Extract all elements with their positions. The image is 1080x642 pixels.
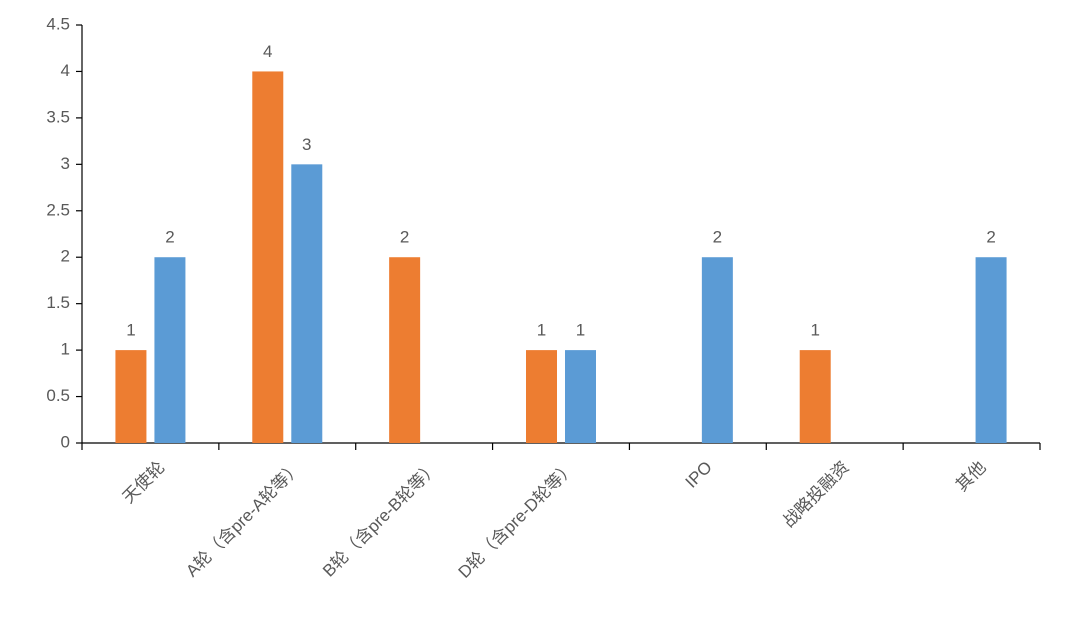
y-tick-label: 0 [61, 432, 70, 451]
y-tick-label: 2.5 [46, 200, 70, 219]
data-label: 1 [576, 321, 585, 340]
bar [526, 350, 557, 443]
y-tick-label: 1 [61, 340, 70, 359]
data-label: 2 [165, 228, 174, 247]
x-tick-label: IPO [682, 458, 716, 492]
data-label: 3 [302, 135, 311, 154]
bar [799, 350, 831, 443]
data-label: 2 [986, 228, 995, 247]
data-label: 4 [263, 42, 272, 61]
y-tick-label: 2 [61, 247, 70, 266]
bar [565, 350, 596, 443]
x-tick-label: D轮（含pre-D轮等） [455, 458, 579, 582]
x-tick-label: 其他 [952, 458, 989, 495]
x-tick-label: 天使轮 [118, 457, 168, 507]
x-tick-label: A轮（含pre-A轮等） [182, 458, 305, 581]
bar [291, 164, 323, 444]
bar [115, 350, 147, 443]
y-tick-label: 4.5 [46, 14, 70, 33]
bar [252, 71, 284, 443]
bar [154, 257, 186, 443]
data-label: 2 [400, 228, 409, 247]
bar [389, 257, 421, 443]
y-tick-label: 1.5 [46, 293, 70, 312]
data-label: 1 [537, 321, 546, 340]
y-tick-label: 0.5 [46, 386, 70, 405]
data-label: 1 [810, 321, 819, 340]
x-tick-label: 战略投融资 [779, 458, 853, 532]
bar [975, 257, 1007, 443]
x-tick-label: B轮（含pre-B轮等） [319, 458, 442, 581]
y-tick-label: 3.5 [46, 107, 70, 126]
data-label: 1 [126, 321, 135, 340]
y-tick-label: 3 [61, 154, 70, 173]
data-label: 2 [713, 228, 722, 247]
y-tick-label: 4 [61, 61, 70, 80]
bar [701, 257, 733, 443]
